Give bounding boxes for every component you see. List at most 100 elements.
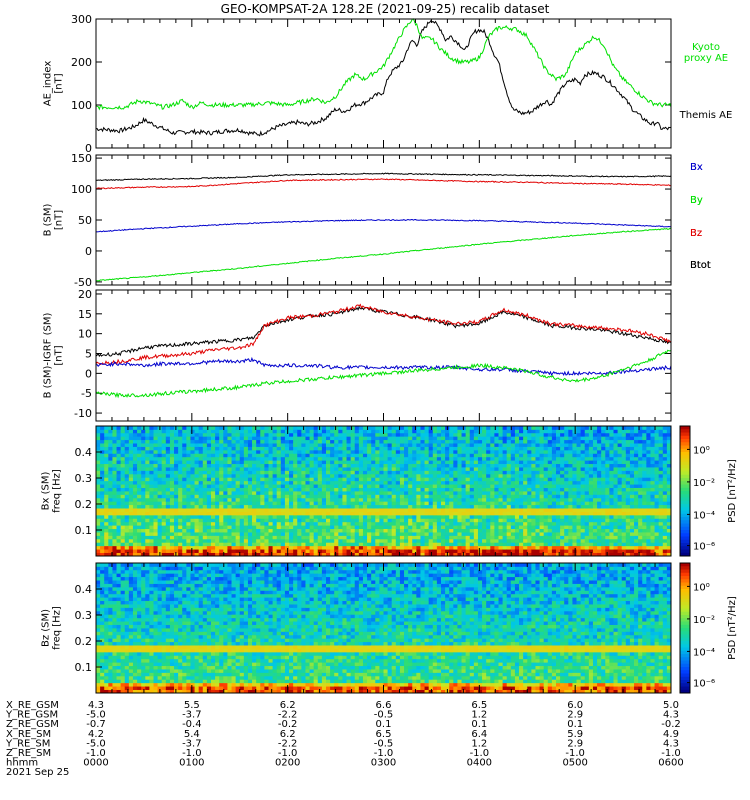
ephemeris-value: 5.4 <box>184 729 200 740</box>
y-tick-label: 0.1 <box>75 661 93 674</box>
y-tick-label: -5 <box>81 387 92 400</box>
y-axis-label: Bz (SM) freq [Hz] <box>41 606 63 650</box>
y-tick-label: 50 <box>78 214 92 227</box>
y-tick-label: 300 <box>71 13 92 26</box>
legend-entry: Bx <box>690 162 703 173</box>
ephemeris-value: -0.2 <box>661 719 681 730</box>
series-line-btot <box>95 172 672 182</box>
date-label: 2021 Sep 25 <box>6 767 69 778</box>
y-tick-label: 0 <box>85 245 92 258</box>
spectrogram-cells <box>96 563 672 694</box>
ephemeris-value: -1.0 <box>470 748 490 759</box>
svg-text:B (SM): B (SM) <box>43 203 54 236</box>
y-tick-label: 100 <box>71 99 92 112</box>
ephemeris-value: 0600 <box>658 758 683 769</box>
y-tick-label: 200 <box>71 56 92 69</box>
ephemeris-row-label: hhmm <box>6 758 38 769</box>
y-tick-label: 0.4 <box>75 583 93 596</box>
panel-frame <box>95 18 672 149</box>
panel-db: B (SM)-IGRF (SM) [nT]-10-505101520BxByBzB… <box>43 162 711 422</box>
ephemeris-value: 4.3 <box>88 700 104 711</box>
svg-text:AE_index: AE_index <box>43 61 54 107</box>
ephemeris-value: -5.0 <box>86 738 106 749</box>
series-line-by <box>95 227 672 282</box>
colorbar: 10⁰ 10⁻² 10⁻⁴ 10⁻⁶ PSD [nT²/Hz] <box>679 425 738 557</box>
ephemeris-value: 0200 <box>275 758 300 769</box>
ephemeris-value: -2.2 <box>278 710 298 721</box>
legend-entry: proxy AE <box>684 53 728 64</box>
ephemeris-value: -0.4 <box>182 719 202 730</box>
y-tick-label: 0.2 <box>75 498 93 511</box>
ephemeris-value: -0.5 <box>374 710 394 721</box>
svg-text:[nT]: [nT] <box>54 345 65 365</box>
spectrogram-cells <box>96 426 672 557</box>
ephemeris-value: 5.9 <box>567 729 583 740</box>
y-tick-label: -50 <box>74 276 92 289</box>
ephemeris-row-label: X_RE_SM <box>6 729 51 740</box>
ephemeris-row-label: Y_RE_SM <box>5 738 50 749</box>
y-axis-label: AE_index [nT] <box>43 61 65 107</box>
colorbar-tick-label: 10⁰ <box>693 582 710 593</box>
y-tick-label: 10 <box>78 328 92 341</box>
colorbar-tick-label: 10⁻² <box>693 615 715 626</box>
ephemeris-value: 5.5 <box>184 700 200 711</box>
y-axis-label: B (SM) [nT] <box>43 203 65 236</box>
y-tick-label: 0 <box>85 367 92 380</box>
colorbar-label: PSD [nT²/Hz] <box>727 596 738 660</box>
ephemeris-value: 6.6 <box>376 700 392 711</box>
colorbar: 10⁰ 10⁻² 10⁻⁴ 10⁻⁶ PSD [nT²/Hz] <box>679 562 738 694</box>
colorbar-tick-label: 10⁰ <box>693 445 710 456</box>
legend-entry: Kyoto <box>692 42 720 53</box>
ephemeris-value: -0.7 <box>86 719 106 730</box>
ephemeris-value: -3.7 <box>182 738 202 749</box>
ephemeris-value: 1.2 <box>471 710 487 721</box>
series-line-bx <box>95 356 672 377</box>
y-tick-label: 0.4 <box>75 446 93 459</box>
legend-entry: Btot <box>690 260 711 271</box>
ephemeris-value: -1.0 <box>182 748 202 759</box>
panel-frame <box>95 289 672 422</box>
colorbar-tick-label: 10⁻⁴ <box>693 510 715 521</box>
legend-entry: Bz <box>690 228 702 239</box>
ephemeris-value: 0.1 <box>376 719 392 730</box>
colorbar-tick-label: 10⁻⁴ <box>693 647 715 658</box>
svg-text:B (SM)-IGRF (SM): B (SM)-IGRF (SM) <box>43 313 54 399</box>
ephemeris-value: 6.2 <box>280 700 296 711</box>
y-tick-label: 20 <box>78 288 92 301</box>
ephemeris-value: -1.0 <box>374 748 394 759</box>
panel-b: B (SM) [nT] -50 0 50 100 150 Bx By Bz Btot <box>43 152 711 289</box>
ephemeris-value: 4.3 <box>663 710 679 721</box>
ephemeris-value: 0.1 <box>567 719 583 730</box>
ephemeris-value: 0400 <box>467 758 492 769</box>
ephemeris-value: -1.0 <box>565 748 585 759</box>
legend-entry: By <box>690 195 703 206</box>
ephemeris-value: 6.5 <box>471 700 487 711</box>
legend-entry: Btot <box>690 260 711 271</box>
legend-entry: Bz <box>690 228 702 239</box>
svg-text:freq [Hz]: freq [Hz] <box>52 469 63 513</box>
panel-frame <box>95 425 672 557</box>
ephemeris-value: -2.2 <box>278 738 298 749</box>
y-tick-label: 5 <box>85 348 92 361</box>
ephemeris-value: -1.0 <box>278 748 298 759</box>
y-axis-label: B (SM)-IGRF (SM) [nT] <box>43 313 65 399</box>
svg-text:Bx (SM): Bx (SM) <box>41 472 52 511</box>
ephemeris-value: 6.5 <box>376 729 392 740</box>
ephemeris-value: 0500 <box>562 758 587 769</box>
ephemeris-row-label: Z_RE_SM <box>6 748 51 759</box>
ephemeris-row-label: X_RE_GSM <box>6 700 59 711</box>
ephemeris-value: 4.2 <box>88 729 104 740</box>
panel-frame <box>95 562 672 694</box>
ephemeris-table: X_RE_GSM 4.3 5.5 6.2 6.6 6.5 6.0 5.0 Y_RE_GSM -5.… <box>5 700 684 778</box>
colorbar-tick-label: 10⁻⁶ <box>693 542 715 553</box>
colorbar-tick-label: 10⁻² <box>693 478 715 489</box>
y-tick-label: 100 <box>71 183 92 196</box>
svg-text:[nT]: [nT] <box>54 73 65 93</box>
y-tick-label: 150 <box>71 152 92 165</box>
ephemeris-value: -1.0 <box>86 748 106 759</box>
y-axis-label: Bx (SM) freq [Hz] <box>41 469 63 513</box>
ephemeris-value: 0.1 <box>471 719 487 730</box>
